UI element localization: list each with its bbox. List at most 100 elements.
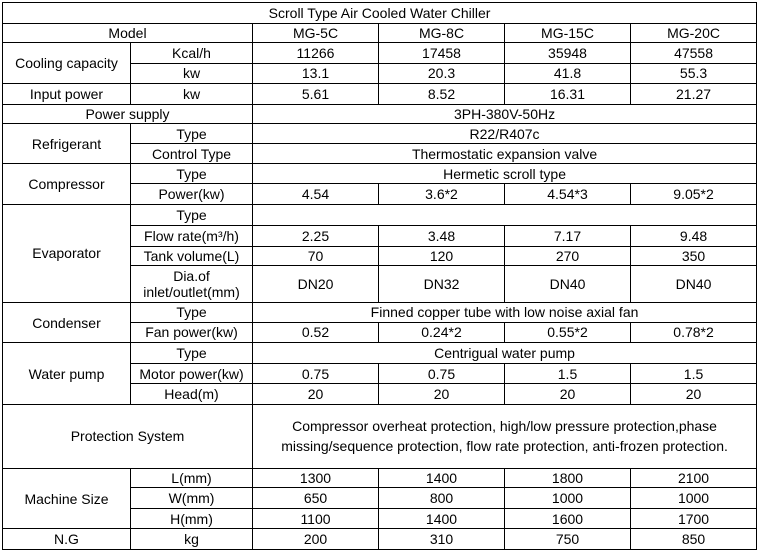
size-w-value: 1000 bbox=[504, 487, 631, 509]
size-l-label: L(mm) bbox=[130, 467, 253, 489]
compressor-type-value: Hermetic scroll type bbox=[251, 163, 758, 184]
evaporator-dia-value: DN20 bbox=[252, 265, 379, 304]
protection-row: Protection System Compressor overheat pr… bbox=[2, 403, 758, 469]
cooling-kcal-value: 47558 bbox=[629, 42, 758, 64]
size-h-value: 1100 bbox=[252, 507, 379, 530]
ng-label: N.G bbox=[2, 528, 131, 550]
model-value: MG-8C bbox=[378, 22, 505, 44]
size-h-value: 1400 bbox=[378, 507, 505, 530]
cooling-capacity-label: Cooling capacity bbox=[2, 42, 131, 85]
table-title: Scroll Type Air Cooled Water Chiller bbox=[1, 2, 758, 24]
power-supply-row: Power supply 3PH-380V-50Hz bbox=[2, 103, 758, 125]
condenser-fan-value: 0.52 bbox=[252, 321, 379, 344]
pump-motor-value: 1.5 bbox=[629, 362, 758, 385]
evaporator-tank-value: 270 bbox=[504, 245, 631, 267]
size-w-value: 1000 bbox=[629, 487, 758, 509]
size-h-row: H(mm) 1100 1400 1600 1700 bbox=[3, 507, 758, 530]
model-value: MG-5C bbox=[252, 22, 379, 44]
evaporator-flow-value: 7.17 bbox=[504, 225, 631, 247]
condenser-fan-value: 0.55*2 bbox=[504, 321, 631, 344]
evaporator-flow-value: 3.48 bbox=[378, 225, 505, 247]
pump-type-value: Centrigual water pump bbox=[251, 342, 758, 364]
input-power-value: 16.31 bbox=[504, 83, 631, 105]
water-pump-label: Water pump bbox=[2, 342, 131, 405]
cooling-kw-row: kw 13.1 20.3 41.8 55.3 bbox=[3, 62, 758, 85]
ng-unit: kg bbox=[130, 528, 253, 550]
evaporator-dia-label: Dia.of inlet/outlet(mm) bbox=[130, 265, 253, 304]
evaporator-dia-value: DN40 bbox=[504, 265, 631, 304]
size-l-row: Machine Size L(mm) 1300 1400 1800 2100 bbox=[2, 467, 758, 530]
pump-head-value: 20 bbox=[378, 383, 505, 405]
size-w-label: W(mm) bbox=[130, 487, 253, 509]
protection-label: Protection System bbox=[2, 403, 253, 469]
cooling-kcal-value: 11266 bbox=[252, 42, 379, 64]
evaporator-tank-value: 120 bbox=[378, 245, 505, 267]
cooling-kcal-value: 35948 bbox=[504, 42, 631, 64]
size-w-row: W(mm) 650 800 1000 1000 bbox=[3, 487, 758, 509]
input-power-row: Input power kw 5.61 8.52 16.31 21.27 bbox=[2, 83, 758, 105]
condenser-fan-value: 0.78*2 bbox=[629, 321, 758, 344]
title-row: Scroll Type Air Cooled Water Chiller bbox=[1, 2, 758, 24]
pump-type-row: Water pump Type Centrigual water pump bbox=[2, 342, 758, 405]
machine-size-label: Machine Size bbox=[2, 467, 131, 530]
input-power-value: 21.27 bbox=[629, 83, 758, 105]
evaporator-dia-value: DN40 bbox=[629, 265, 758, 304]
ng-value: 200 bbox=[252, 528, 379, 550]
pump-motor-value: 1.5 bbox=[504, 362, 631, 385]
evaporator-type-value bbox=[251, 203, 758, 227]
refrigerant-type-label: Type bbox=[130, 123, 253, 144]
condenser-label: Condenser bbox=[2, 302, 131, 344]
size-w-value: 800 bbox=[378, 487, 505, 509]
compressor-type-row: Compressor Type Hermetic scroll type bbox=[2, 163, 758, 205]
cooling-kcal-unit: Kcal/h bbox=[130, 42, 253, 64]
pump-motor-value: 0.75 bbox=[378, 362, 505, 385]
power-supply-value: 3PH-380V-50Hz bbox=[251, 103, 758, 125]
ng-row: N.G kg 200 310 750 850 bbox=[2, 528, 758, 550]
ng-value: 310 bbox=[378, 528, 505, 550]
pump-head-value: 20 bbox=[504, 383, 631, 405]
refrigerant-type-row: Refrigerant Type R22/R407c bbox=[2, 123, 758, 165]
cooling-kcal-value: 17458 bbox=[378, 42, 505, 64]
size-w-value: 650 bbox=[252, 487, 379, 509]
model-value: MG-15C bbox=[504, 22, 631, 44]
ng-value: 750 bbox=[504, 528, 631, 550]
evaporator-type-row: Evaporator Type bbox=[2, 203, 758, 304]
model-value: MG-20C bbox=[629, 22, 758, 44]
evaporator-dia-value: DN32 bbox=[378, 265, 505, 304]
size-l-value: 2100 bbox=[629, 467, 758, 489]
pump-head-value: 20 bbox=[252, 383, 379, 405]
cooling-kw-value: 13.1 bbox=[252, 62, 379, 85]
model-row: Model MG-5C MG-8C MG-15C MG-20C bbox=[2, 22, 758, 44]
pump-head-label: Head(m) bbox=[130, 383, 253, 405]
compressor-power-row: Power(kw) 4.54 3.6*2 4.54*3 9.05*2 bbox=[3, 182, 758, 205]
evaporator-flow-label: Flow rate(m³/h) bbox=[130, 225, 253, 247]
cooling-kw-value: 20.3 bbox=[378, 62, 505, 85]
evaporator-tank-label: Tank volume(L) bbox=[130, 245, 253, 267]
model-label: Model bbox=[2, 22, 253, 44]
evaporator-flow-value: 2.25 bbox=[252, 225, 379, 247]
input-power-value: 5.61 bbox=[252, 83, 379, 105]
evaporator-flow-row: Flow rate(m³/h) 2.25 3.48 7.17 9.48 bbox=[3, 225, 758, 247]
pump-motor-row: Motor power(kw) 0.75 0.75 1.5 1.5 bbox=[3, 362, 758, 385]
evaporator-tank-value: 70 bbox=[252, 245, 379, 267]
evaporator-type-label: Type bbox=[130, 203, 253, 227]
compressor-power-label: Power(kw) bbox=[130, 182, 253, 205]
compressor-power-value: 4.54 bbox=[252, 182, 379, 205]
evaporator-label: Evaporator bbox=[2, 203, 131, 304]
condenser-type-row: Condenser Type Finned copper tube with l… bbox=[2, 302, 758, 344]
size-l-value: 1800 bbox=[504, 467, 631, 489]
condenser-fan-label: Fan power(kw) bbox=[130, 321, 253, 344]
condenser-type-label: Type bbox=[130, 302, 253, 323]
cooling-kcal-row: Cooling capacity Kcal/h 11266 17458 3594… bbox=[2, 42, 758, 85]
compressor-power-value: 9.05*2 bbox=[629, 182, 758, 205]
condenser-type-value: Finned copper tube with low noise axial … bbox=[251, 302, 758, 323]
pump-head-value: 20 bbox=[629, 383, 758, 405]
cooling-kw-value: 41.8 bbox=[504, 62, 631, 85]
evaporator-dia-row: Dia.of inlet/outlet(mm) DN20 DN32 DN40 D… bbox=[3, 265, 758, 304]
protection-value: Compressor overheat protection, high/low… bbox=[251, 403, 758, 469]
input-power-label: Input power bbox=[2, 83, 131, 105]
size-h-label: H(mm) bbox=[130, 507, 253, 530]
input-power-unit: kw bbox=[130, 83, 253, 105]
pump-motor-value: 0.75 bbox=[252, 362, 379, 385]
